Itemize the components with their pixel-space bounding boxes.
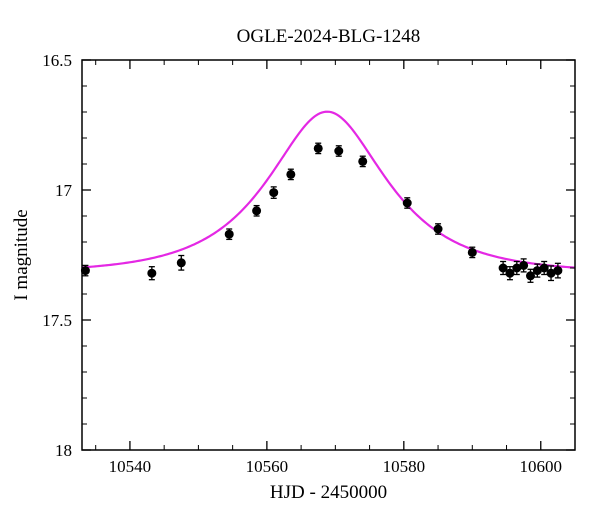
data-point bbox=[335, 147, 343, 155]
data-point bbox=[287, 170, 295, 178]
data-point bbox=[403, 199, 411, 207]
data-point bbox=[520, 261, 528, 269]
data-point bbox=[540, 264, 548, 272]
y-tick-label: 17 bbox=[55, 181, 73, 200]
x-axis-label: HJD - 2450000 bbox=[270, 482, 387, 503]
chart-title: OGLE-2024-BLG-1248 bbox=[237, 26, 421, 47]
y-axis-label: I magnitude bbox=[11, 209, 32, 300]
data-point bbox=[270, 189, 278, 197]
data-point bbox=[499, 264, 507, 272]
data-point bbox=[554, 267, 562, 275]
data-point bbox=[314, 144, 322, 152]
data-point bbox=[506, 269, 514, 277]
data-point bbox=[526, 272, 534, 280]
y-tick-label: 18 bbox=[55, 441, 72, 460]
x-tick-label: 10580 bbox=[383, 457, 426, 476]
lightcurve-chart: 10540 10560 10580 10600 16.5 17 17.5 18 OGLE-202… bbox=[0, 0, 600, 512]
data-point bbox=[225, 230, 233, 238]
x-tick-label: 10600 bbox=[520, 457, 563, 476]
data-point bbox=[148, 269, 156, 277]
data-point bbox=[359, 157, 367, 165]
x-tick-label: 10540 bbox=[109, 457, 152, 476]
data-point bbox=[177, 259, 185, 267]
x-tick-label: 10560 bbox=[246, 457, 289, 476]
data-point bbox=[434, 225, 442, 233]
chart-container: 10540 10560 10580 10600 16.5 17 17.5 18 OGLE-202… bbox=[0, 0, 600, 512]
data-point bbox=[468, 248, 476, 256]
y-tick-label: 17.5 bbox=[42, 311, 72, 330]
data-point bbox=[253, 207, 261, 215]
y-tick-label: 16.5 bbox=[42, 51, 72, 70]
